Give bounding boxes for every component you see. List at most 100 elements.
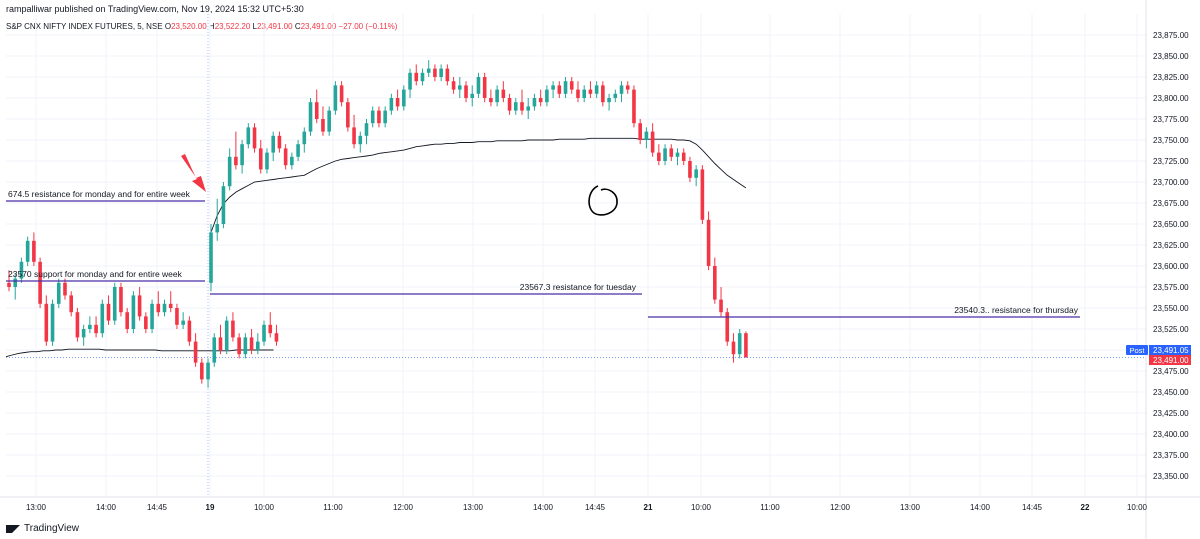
candle-body <box>700 169 705 220</box>
candle-body <box>206 362 210 380</box>
candle-body <box>638 123 642 140</box>
open-label: O <box>164 22 172 31</box>
candle-body <box>681 152 686 161</box>
candle-body <box>451 81 456 90</box>
candle-body <box>243 337 248 355</box>
change-value: −27.00 (−0.11%) <box>338 22 398 31</box>
candle-body <box>414 72 419 82</box>
candle-body <box>601 85 605 103</box>
candle-body <box>358 135 363 145</box>
candle-body <box>131 295 136 329</box>
candle-body <box>231 320 235 338</box>
candle-body <box>252 127 257 149</box>
tradingview-logo[interactable]: TradingView <box>6 523 79 534</box>
candle-body <box>256 341 260 350</box>
candle-body <box>669 148 674 157</box>
hand-drawn-circle-icon <box>588 185 618 216</box>
candle-body <box>364 123 369 136</box>
candle-body <box>13 278 18 287</box>
candle-body <box>458 85 462 90</box>
x-tick-label: 14:00 <box>970 503 991 512</box>
candle-body <box>25 240 30 262</box>
annotations-layer: 674.5 resistance for monday and for enti… <box>6 154 1146 358</box>
candle-body <box>290 156 294 166</box>
y-tick-label: 23,400.00 <box>1153 430 1189 439</box>
candle-body <box>296 144 300 157</box>
candle-body <box>408 72 412 90</box>
candle-body <box>339 85 344 103</box>
resistance-label-tuesday: 23567.3 resistance for tuesday <box>520 282 637 292</box>
y-tick-label: 23,475.00 <box>1153 367 1189 376</box>
y-tick-label: 23,350.00 <box>1153 472 1189 481</box>
candle-body <box>526 106 531 111</box>
candle-body <box>175 308 179 325</box>
high-value: 23,522.20 <box>214 22 251 31</box>
x-tick-label: 11:00 <box>760 503 780 512</box>
candle-body <box>520 102 524 111</box>
x-tick-label: 14:45 <box>585 503 606 512</box>
candle-body <box>19 261 24 279</box>
candle-body <box>476 77 481 94</box>
candle-body <box>576 89 580 98</box>
red-arrow-icon <box>181 154 206 192</box>
candle-body <box>81 329 86 338</box>
candle-body <box>694 169 698 178</box>
candle-body <box>706 219 711 266</box>
x-tick-label: 14:45 <box>1022 503 1043 512</box>
candle-body <box>433 68 437 77</box>
x-tick-label: 12:00 <box>830 503 851 512</box>
candle-body <box>644 131 649 140</box>
candle-body <box>237 337 241 355</box>
candle-body <box>150 303 154 329</box>
candle-body <box>302 131 307 145</box>
symbol-name[interactable]: S&P CNX NIFTY INDEX FUTURES, 5, NSE <box>6 22 163 31</box>
candle-body <box>619 85 624 94</box>
candle-body <box>271 135 275 153</box>
candle-body <box>258 148 263 170</box>
last-price-label: 23,491.00 <box>1153 356 1189 365</box>
candle-body <box>395 98 400 107</box>
candle-body <box>234 156 238 166</box>
x-tick-label: 13:00 <box>463 503 484 512</box>
candle-body <box>224 320 229 350</box>
chart-grid <box>6 14 1146 497</box>
y-tick-label: 23,600.00 <box>1153 262 1189 271</box>
candle-body <box>370 110 375 124</box>
candle-body <box>744 333 748 358</box>
x-tick-label: 21 <box>644 503 653 512</box>
candle-body <box>240 144 244 166</box>
y-tick-label: 23,825.00 <box>1153 73 1189 82</box>
candle-body <box>713 266 717 300</box>
candle-body <box>426 68 431 73</box>
y-tick-label: 23,675.00 <box>1153 199 1189 208</box>
published-caption: rampalliwar published on TradingView.com… <box>6 4 304 14</box>
candle-body <box>246 127 251 145</box>
candle-body <box>327 110 331 132</box>
candle-body <box>501 89 506 98</box>
candle-body <box>389 98 394 111</box>
x-tick-label: 14:45 <box>147 503 168 512</box>
y-tick-label: 23,375.00 <box>1153 451 1189 460</box>
candle-body <box>489 98 493 103</box>
candle-body <box>545 89 549 103</box>
candle-body <box>513 102 518 111</box>
candle-body <box>249 337 254 350</box>
candle-body <box>209 232 213 283</box>
y-tick-label: 23,750.00 <box>1153 136 1189 145</box>
candle-body <box>262 324 266 342</box>
candle-body <box>94 324 98 334</box>
y-tick-label: 23,700.00 <box>1153 178 1189 187</box>
candle-body <box>731 341 736 355</box>
last-price-tag <box>1149 355 1191 365</box>
resistance-label-week: 674.5 resistance for monday and for enti… <box>8 189 191 199</box>
candle-body <box>737 333 742 355</box>
low-value: 23,491.00 <box>256 22 293 31</box>
candle-body <box>725 312 730 342</box>
candle-body <box>274 333 279 342</box>
candle-body <box>594 85 599 94</box>
candle-body <box>227 156 232 187</box>
y-tick-label: 23,425.00 <box>1153 409 1189 418</box>
candle-body <box>650 131 655 153</box>
candle-body <box>218 337 223 350</box>
